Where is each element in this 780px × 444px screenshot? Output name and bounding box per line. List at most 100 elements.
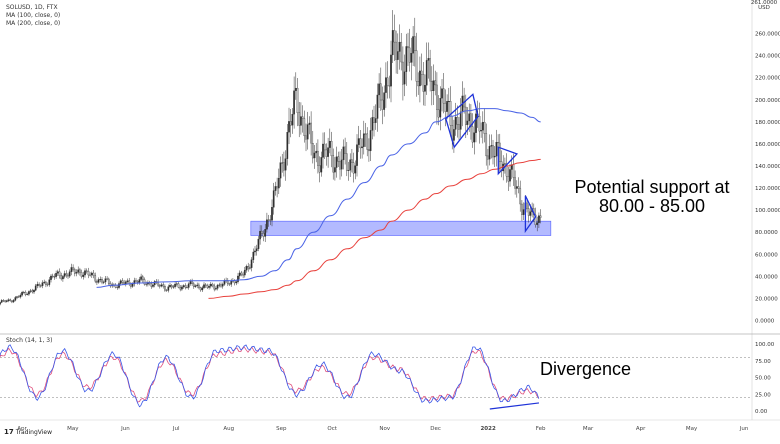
time-tick-label: Apr <box>17 426 27 432</box>
candle-body <box>160 284 163 287</box>
candle-body <box>191 281 193 285</box>
candle-body <box>330 140 333 156</box>
candle-body <box>274 186 277 191</box>
candle-body <box>243 269 246 276</box>
candle-body <box>257 238 260 249</box>
price-tick-label: 20.0000 <box>755 296 778 302</box>
candle-body <box>325 149 328 157</box>
candle-body <box>0 302 1 305</box>
candle-body <box>133 280 136 285</box>
candle-body <box>250 259 253 268</box>
candle-body <box>441 88 443 99</box>
candle-body <box>315 150 318 154</box>
candle-body <box>298 112 301 126</box>
candle-body <box>373 117 375 123</box>
stoch-tick-label: 25.00 <box>755 392 771 398</box>
price-tick-label: 100.0000 <box>755 208 780 214</box>
candle-body <box>62 276 64 280</box>
price-tick-label: 180.0000 <box>755 120 780 126</box>
candle-body <box>85 270 88 272</box>
candle-body <box>39 285 42 287</box>
candle-body <box>424 85 426 92</box>
candle-body <box>201 287 204 291</box>
time-axis: Apr May Jun Jul Aug Sep Oct Nov Dec 2022 Feb Mar Apr… <box>17 426 749 432</box>
time-tick-label: May <box>686 426 698 432</box>
candle-body <box>293 90 295 115</box>
stoch-axis: 100.00 75.00 50.00 25.00 0.00 <box>755 342 775 415</box>
candle-body <box>230 281 233 285</box>
candle-body <box>442 88 445 104</box>
candle-body <box>395 41 397 60</box>
price-tick-label: 160.0000 <box>755 142 780 148</box>
candle-body <box>269 219 272 221</box>
candle-body <box>7 299 10 301</box>
candle-body <box>5 300 8 302</box>
candle-body <box>488 146 491 160</box>
candle-body <box>410 53 413 63</box>
candle-body <box>109 283 112 287</box>
candle-body <box>413 36 416 51</box>
candle-body <box>473 132 476 143</box>
time-tick-label: 2022 <box>480 426 495 432</box>
candle-body <box>361 146 363 149</box>
candle-body <box>150 283 153 287</box>
brand-label: TradingView <box>15 428 53 436</box>
candle-body <box>276 186 278 189</box>
candle-body <box>400 41 403 63</box>
candle-body <box>189 281 192 285</box>
candle-body <box>328 140 331 148</box>
candle-body <box>99 279 102 281</box>
candle-body <box>512 164 515 178</box>
candle-body <box>153 281 156 286</box>
candle-body <box>478 116 481 132</box>
candle-body <box>362 133 365 147</box>
candle-body <box>16 296 18 298</box>
candle-body <box>539 215 542 218</box>
candle-body <box>284 158 287 171</box>
candle-body <box>310 122 312 144</box>
candle-body <box>51 275 54 277</box>
candle-body <box>422 74 425 92</box>
candle-body <box>521 203 523 215</box>
candle-body <box>41 282 44 286</box>
candle-body <box>255 248 258 252</box>
candle-body <box>104 278 107 283</box>
candle-body <box>126 280 129 283</box>
candle-body <box>371 117 374 131</box>
time-tick-label: Apr <box>636 426 646 432</box>
candle-body <box>72 267 74 270</box>
candle-body <box>432 80 435 92</box>
stoch-tick-label: 50.00 <box>755 376 771 382</box>
time-tick-label: Jun <box>739 426 749 432</box>
time-tick-label: Oct <box>327 426 337 432</box>
candle-body <box>94 275 97 282</box>
candle-body <box>82 274 85 277</box>
candle-body <box>204 284 207 286</box>
candle-body <box>119 280 122 284</box>
candle-body <box>487 155 489 160</box>
time-tick-label: Jul <box>172 426 180 432</box>
divergence-annotation: Divergence <box>540 359 631 379</box>
candle-body <box>121 280 124 283</box>
candle-body <box>383 92 386 110</box>
candle-body <box>527 208 530 216</box>
candle-body <box>247 266 250 269</box>
candle-body <box>364 133 367 135</box>
tradingview-logo-icon: 17 <box>4 428 14 436</box>
candle-body <box>170 285 173 288</box>
candle-body <box>158 285 161 287</box>
candle-body <box>327 147 329 157</box>
time-tick-label: Aug <box>223 426 234 432</box>
candle-body <box>281 162 284 164</box>
candle-body <box>177 283 180 288</box>
candle-body <box>340 159 343 170</box>
candle-body <box>96 281 98 283</box>
time-tick-label: May <box>67 426 79 432</box>
time-tick-label: Feb <box>536 426 546 432</box>
candle-body <box>291 114 294 126</box>
price-pane <box>0 10 552 306</box>
candle-body <box>412 36 414 54</box>
price-tick-label: 80.0000 <box>755 230 778 236</box>
